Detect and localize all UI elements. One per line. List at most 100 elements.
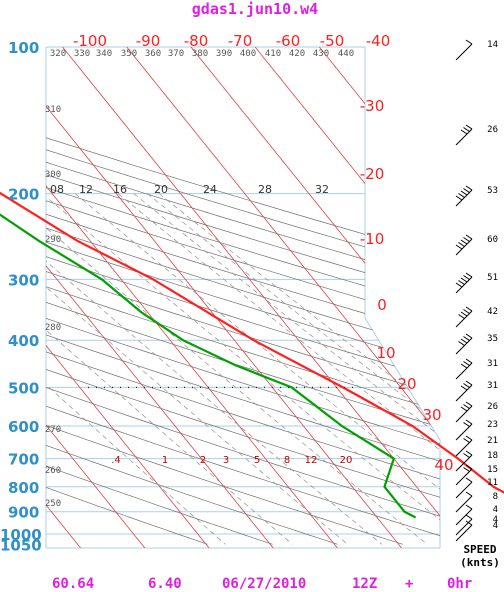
isotherm-line	[254, 47, 440, 548]
mixing-ratio-line	[46, 193, 226, 545]
theta-label: 350	[121, 49, 137, 59]
theta-label: 380	[192, 49, 208, 59]
theta-label: 340	[96, 49, 112, 59]
wind-speed-label: 53	[487, 186, 498, 196]
wind-speed-label: 4	[493, 515, 498, 525]
wind-barb	[455, 380, 473, 402]
dry-adiabat-line	[46, 47, 440, 545]
temperature-label: 10	[376, 344, 395, 362]
wind-barb-flag	[460, 190, 468, 196]
wind-speed-label: 21	[487, 436, 498, 446]
wind-barb-flag	[465, 504, 473, 510]
wind-barb	[455, 234, 473, 256]
wind-barb-flag	[463, 422, 470, 427]
wind-barb-flag	[465, 401, 473, 407]
wind-barb	[455, 477, 473, 499]
footer-value-left: 60.64	[52, 576, 94, 592]
axis-labels: 10020030040050060070080090010001050-100-…	[0, 32, 454, 554]
footer-hour: 0hr	[447, 576, 472, 592]
mixing-ratio-label: .4	[111, 455, 121, 466]
wind-barb-flag	[465, 491, 473, 497]
temperature-label: -20	[360, 165, 385, 183]
theta-label: 420	[289, 49, 305, 59]
wind-barb-flag	[465, 358, 473, 364]
wind-speed-label: 51	[487, 273, 498, 283]
wind-barb-flag	[465, 39, 473, 45]
wind-barb-flag	[463, 404, 470, 409]
wind-barb-flag	[463, 127, 470, 132]
wind-barb-flag	[455, 282, 463, 288]
wind-barb	[455, 272, 473, 294]
mixing-ratio-label: 2	[200, 455, 206, 466]
pressure-label: 200	[8, 186, 39, 204]
wind-barb-flag	[455, 195, 463, 201]
wind-barb-flag	[460, 385, 468, 391]
dry-adiabat-line	[46, 47, 440, 545]
temperature-label: -30	[360, 97, 385, 115]
wind-barb-flag	[465, 435, 473, 441]
theta-label: 310	[45, 105, 61, 115]
theta-label: 250	[45, 499, 61, 509]
theta-label: 300	[45, 170, 61, 180]
wind-speed-label: 14	[487, 40, 498, 50]
theta-label: 280	[45, 323, 61, 333]
wind-barb-flag	[465, 234, 473, 240]
dry-adiabat-line	[46, 47, 440, 545]
wind-barb	[455, 514, 473, 536]
wind-barb	[455, 185, 473, 207]
mixing-ratio-line	[158, 193, 440, 545]
wind-barb	[455, 450, 473, 472]
temperature-label: -50	[320, 32, 345, 50]
wind-barb-flag	[458, 314, 465, 319]
isotherm-line	[46, 47, 338, 548]
wind-barb-staff	[455, 518, 473, 536]
wind-speed-label: 4	[493, 521, 498, 531]
wind-barb-flag	[458, 193, 465, 198]
pressure-label: 500	[8, 379, 39, 397]
wind-barb-flag	[463, 275, 470, 280]
dry-adiabat-line	[46, 47, 440, 545]
isotherm-line	[190, 47, 440, 548]
wind-speed-label: 18	[487, 451, 498, 461]
temperature-label: 0	[377, 296, 387, 314]
mixing-ratio-line	[74, 193, 440, 545]
dry-adiabat-line	[46, 47, 440, 545]
isotherm-line	[46, 47, 210, 548]
dry-adiabat-line	[46, 47, 440, 545]
temperature-label: -90	[136, 32, 161, 50]
wind-speed-label: 23	[487, 420, 498, 430]
wind-speed-label: 31	[487, 359, 498, 369]
dry-adiabat-line	[46, 47, 440, 545]
theta-label: 390	[216, 49, 232, 59]
mixing-ratio-line	[46, 193, 293, 545]
wind-barb	[455, 306, 473, 328]
pressure-label: 1000	[0, 526, 42, 544]
dry-adiabat-line	[46, 47, 440, 545]
dry-adiabat-line	[46, 47, 440, 545]
theta-label: 290	[45, 235, 61, 245]
dry-adiabat-line	[46, 47, 440, 545]
wind-barb-flag	[455, 244, 463, 250]
mixing-ratio-label: 16	[113, 183, 127, 196]
chart-title: gdas1.jun10.w4	[192, 0, 318, 18]
wind-speed-label: 35	[487, 334, 498, 344]
dry-adiabat-line	[46, 47, 208, 545]
wind-barb-flag	[465, 306, 473, 312]
pressure-label: 300	[8, 271, 39, 289]
wind-barb	[455, 464, 473, 486]
mixing-ratio-label: 1	[162, 455, 168, 466]
dewpoint-profile	[0, 213, 417, 519]
dry-adiabat-line	[46, 47, 440, 545]
wind-barb	[455, 124, 473, 146]
wind-barb-flag	[463, 336, 470, 341]
wind-barb-staff	[455, 43, 473, 61]
wind-barb-flag	[460, 311, 468, 317]
pressure-label: 1050	[0, 536, 42, 554]
mixing-ratio-label: 32	[315, 183, 329, 196]
dry-adiabats	[46, 47, 440, 545]
wind-barb	[455, 504, 473, 526]
wind-barb	[455, 358, 473, 380]
wind-speed-label: 42	[487, 307, 498, 317]
wind-barb-staff	[455, 495, 473, 513]
